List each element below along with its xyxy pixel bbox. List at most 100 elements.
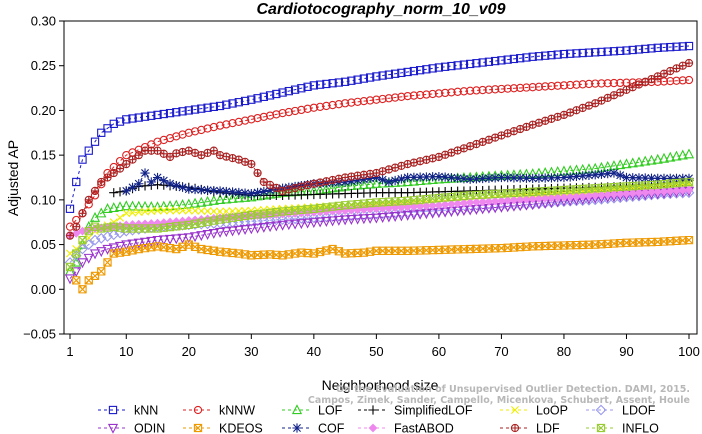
data-point <box>627 157 638 168</box>
data-point <box>328 79 337 88</box>
data-point <box>308 218 319 229</box>
data-point <box>484 85 494 94</box>
data-point <box>147 207 156 216</box>
data-point <box>472 59 481 68</box>
data-point <box>396 211 407 222</box>
data-point <box>95 232 107 244</box>
data-point <box>559 192 569 202</box>
watermark-line-2: On the Evaluation of Unsupervised Outlie… <box>336 384 690 395</box>
data-point <box>446 173 457 183</box>
data-point <box>428 89 437 99</box>
data-point <box>365 173 375 183</box>
data-point <box>609 78 619 88</box>
data-point <box>572 192 581 201</box>
data-point <box>559 172 569 183</box>
data-point <box>178 216 187 226</box>
data-point <box>315 80 325 89</box>
data-point <box>353 75 362 84</box>
data-point <box>128 114 137 123</box>
data-point <box>516 83 525 93</box>
data-point <box>140 168 150 178</box>
data-point <box>303 104 312 113</box>
data-point <box>384 203 394 213</box>
data-point <box>97 177 106 187</box>
data-point <box>153 137 162 146</box>
data-point <box>359 96 369 106</box>
chart-title: Cardiotocography_norm_10_v09 <box>257 1 506 18</box>
data-point <box>102 231 113 242</box>
data-point <box>596 169 607 179</box>
data-point <box>127 200 138 211</box>
data-point <box>208 228 219 239</box>
data-point <box>453 173 463 183</box>
y-tick-label: 0.20 <box>31 103 56 118</box>
data-point <box>103 173 112 182</box>
data-point <box>340 177 350 187</box>
data-point <box>440 173 451 184</box>
data-point <box>597 47 606 57</box>
data-point <box>297 105 306 115</box>
legend-marker <box>193 405 203 415</box>
data-point <box>441 88 450 98</box>
data-point <box>434 200 444 210</box>
data-point <box>490 173 500 183</box>
data-point <box>128 208 137 217</box>
data-point <box>328 100 337 110</box>
data-point <box>559 81 569 90</box>
data-point <box>640 155 651 166</box>
data-point <box>472 86 481 95</box>
data-point <box>491 56 500 66</box>
data-point <box>165 134 175 143</box>
data-point <box>203 124 212 133</box>
data-point <box>246 191 257 202</box>
data-point <box>566 49 575 58</box>
data-point <box>478 58 487 67</box>
data-point <box>528 52 537 61</box>
legend-item-odin: ODIN <box>98 422 165 434</box>
data-point <box>133 238 144 249</box>
data-point <box>359 205 369 214</box>
data-point <box>383 177 394 188</box>
data-point <box>215 121 225 130</box>
data-point <box>284 107 293 117</box>
legend-marker <box>596 423 606 433</box>
legend: kNN kNNW LOF SimplifiedLOF LoOP LDOF ODIN KDEOS… <box>98 404 659 434</box>
data-point <box>264 222 276 233</box>
data-point <box>471 174 482 184</box>
data-point <box>584 79 594 89</box>
data-point <box>189 232 201 243</box>
data-point <box>252 187 263 198</box>
data-point <box>127 182 138 192</box>
data-point <box>665 151 676 162</box>
data-point <box>259 112 268 122</box>
data-point <box>90 137 100 146</box>
data-point <box>409 172 419 182</box>
data-point <box>447 88 456 97</box>
data-point <box>240 96 250 106</box>
data-point <box>509 54 519 64</box>
data-point <box>390 93 400 102</box>
x-tick-label: 10 <box>119 344 133 359</box>
data-point <box>422 90 431 99</box>
data-point <box>572 49 581 58</box>
data-point <box>534 52 544 61</box>
data-point <box>89 249 101 260</box>
data-point <box>371 213 382 224</box>
data-point <box>484 57 494 66</box>
data-point <box>121 186 131 196</box>
data-point <box>72 249 81 258</box>
data-point <box>440 172 450 182</box>
data-point <box>434 89 444 98</box>
data-point <box>272 89 281 99</box>
data-point <box>164 200 176 211</box>
data-point <box>83 253 94 264</box>
data-point <box>378 94 387 104</box>
data-point <box>189 197 201 208</box>
data-point <box>371 204 381 214</box>
data-point <box>284 86 293 96</box>
legend-item-loop: LoOP <box>500 404 568 418</box>
data-point <box>459 87 469 96</box>
data-point <box>196 196 207 207</box>
data-point <box>209 185 219 196</box>
data-point <box>516 54 525 63</box>
